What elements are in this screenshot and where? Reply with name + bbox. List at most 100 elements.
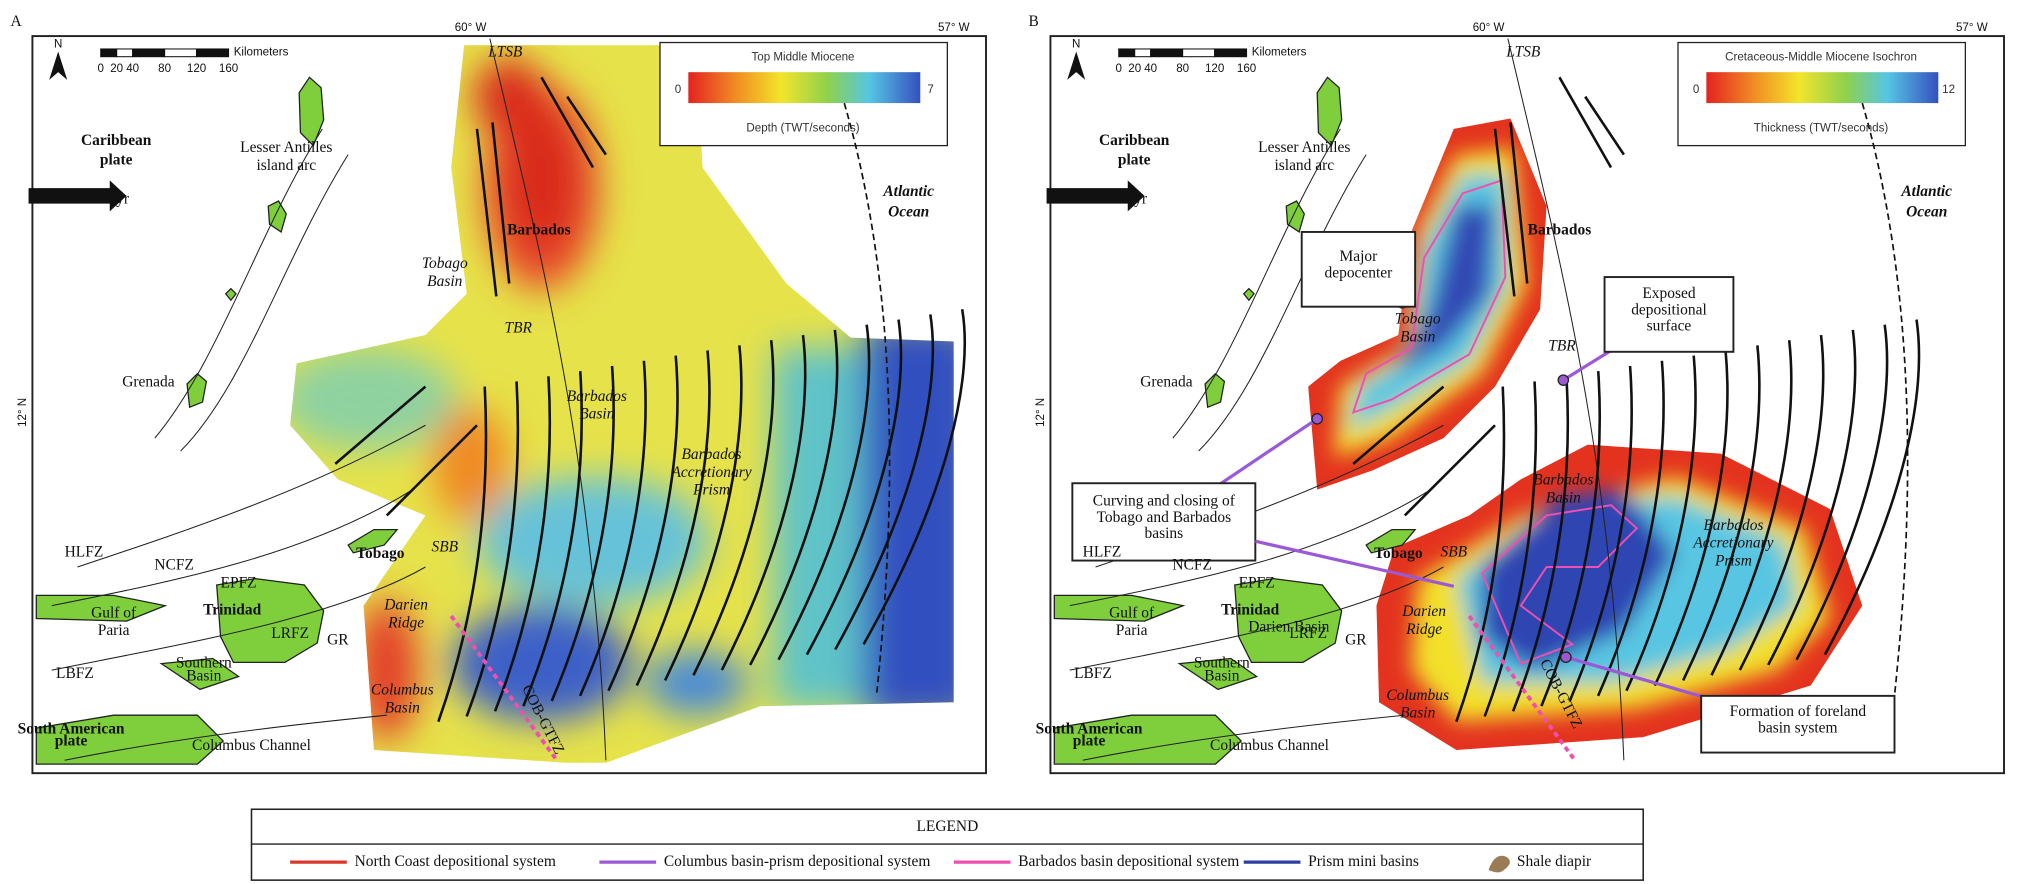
- boundary-line: [1198, 154, 1367, 452]
- fault: [540, 76, 595, 169]
- map-label: LRFZ: [271, 625, 309, 642]
- landmass: [1177, 657, 1259, 691]
- map-label: GR: [1345, 631, 1367, 648]
- map-label: Southern Basin: [1194, 654, 1250, 684]
- longitude-label: 60° W: [455, 22, 487, 34]
- map-label: Darien Ridge: [1401, 603, 1446, 638]
- leader-point: [1560, 651, 1572, 663]
- map-label: Atlantic Ocean: [882, 183, 934, 221]
- annotation-box: [1071, 482, 1257, 562]
- thrust-fault: [777, 324, 871, 661]
- land-shapes: [28, 41, 1967, 765]
- map-label: Southern Basin: [176, 654, 232, 684]
- landmass: [1053, 714, 1243, 765]
- map-label: SBB: [431, 539, 458, 556]
- scale-tick-label: 120: [187, 63, 206, 75]
- scale-segment: [132, 48, 166, 58]
- map-label: LBFZ: [1074, 665, 1112, 682]
- cob-line: [1467, 614, 1577, 762]
- scale-tick-label: 20: [1128, 63, 1141, 75]
- boundary-line: [154, 128, 323, 439]
- map-label: Barbados Accretionary Prism: [1692, 517, 1773, 570]
- legend-label: Shale diapir: [1517, 853, 1592, 870]
- thrust-fault: [1738, 334, 1825, 671]
- scale-segment: [164, 48, 198, 58]
- annotation-text: Exposed depositional surface: [1631, 285, 1707, 335]
- thrust-fault: [1681, 345, 1761, 681]
- thrust-fault: [663, 345, 743, 681]
- map-label: LTSB: [1505, 44, 1541, 61]
- legend-label: Barbados basin depositional system: [1018, 853, 1239, 870]
- map-label: NCFZ: [1172, 557, 1212, 574]
- colorbar: [688, 72, 921, 104]
- landmass: [298, 76, 325, 147]
- cob-line: [449, 614, 559, 762]
- thrust-fault: [437, 386, 488, 723]
- map-label: Grenada: [1140, 374, 1192, 391]
- thrust-fault: [1596, 360, 1665, 697]
- colorbar-min: 0: [675, 84, 681, 96]
- map-label: HLFZ: [1083, 544, 1122, 561]
- longitude-label: 60° W: [1473, 22, 1505, 34]
- map-panel-b: [1049, 35, 2005, 775]
- boundary-line: [51, 489, 413, 607]
- scale-tick-label: 120: [1205, 63, 1224, 75]
- map-label: 20mm/yr: [1090, 191, 1148, 208]
- fault: [1509, 122, 1529, 284]
- colorbar-min: 0: [1693, 84, 1699, 96]
- scale-tick-label: 80: [158, 63, 171, 75]
- annotation-text: Curving and closing of Tobago and Barbado…: [1093, 493, 1236, 543]
- boundary-line: [1172, 128, 1341, 439]
- annotation-layer: Major depocenter Exposed depositional surfac…: [1071, 230, 1896, 754]
- map-label: EPFZ: [1239, 575, 1275, 592]
- colorbar-max: 12: [1942, 84, 1955, 96]
- map-label: HLFZ: [65, 544, 104, 561]
- thrust-fault: [1455, 386, 1506, 723]
- map-label: TBR: [1548, 338, 1576, 355]
- thrust-fault: [493, 376, 552, 712]
- map-label: Tobago: [1374, 545, 1423, 562]
- colorbar-max: 7: [927, 84, 933, 96]
- map-label: Atlantic Ocean: [1900, 183, 1952, 221]
- legend-title: LEGEND: [916, 818, 978, 835]
- map-label: Columbus Channel: [192, 737, 311, 754]
- landmass: [1365, 528, 1417, 554]
- thrust-fault: [1540, 371, 1602, 707]
- legend-label: North Coast depositional system: [355, 853, 556, 870]
- map-label: Tobago Basin: [422, 255, 468, 290]
- north-arrow: [1067, 51, 1086, 80]
- thrust-fault: [834, 314, 935, 651]
- panel-letter: B: [1029, 13, 1039, 30]
- scale-tick-label: 40: [1144, 63, 1157, 75]
- map-label: Columbus Channel: [1210, 737, 1329, 754]
- fault: [1352, 385, 1445, 465]
- colorbar-title: Top Middle Miocene: [752, 52, 855, 64]
- basin-outline: [1351, 179, 1507, 414]
- thrust-fault: [862, 309, 967, 645]
- scale-unit: Kilometers: [1252, 46, 1307, 58]
- thrust-fault: [1710, 340, 1793, 676]
- longitude-label: 57° W: [938, 22, 970, 34]
- scale-segment: [1118, 48, 1136, 58]
- subduction-front: [1861, 102, 1909, 696]
- landmass: [35, 714, 225, 765]
- north-label: N: [54, 39, 62, 51]
- fault-lines: [51, 38, 1921, 761]
- thrust-fault: [720, 334, 807, 671]
- boundary-line: [1507, 38, 1625, 761]
- map-label: Lesser Antilles island arc: [1258, 139, 1350, 174]
- landmass: [1234, 577, 1343, 663]
- map-label: LBFZ: [56, 665, 94, 682]
- map-label: Caribbean plate: [1099, 132, 1170, 168]
- thrust-fault: [692, 340, 775, 676]
- map-label: Gulf of Paria: [1109, 604, 1155, 639]
- scale-tick-label: 160: [219, 63, 238, 75]
- fault: [1403, 424, 1496, 517]
- colorbar-label: Thickness (TWT/seconds): [1754, 122, 1889, 134]
- thrust-fault: [1511, 376, 1570, 712]
- boundary-line: [1069, 489, 1431, 607]
- scale-tick-label: 160: [1237, 63, 1256, 75]
- boundary-line: [51, 566, 426, 671]
- scale-segment: [1182, 48, 1216, 58]
- map-label: Grenada: [122, 374, 174, 391]
